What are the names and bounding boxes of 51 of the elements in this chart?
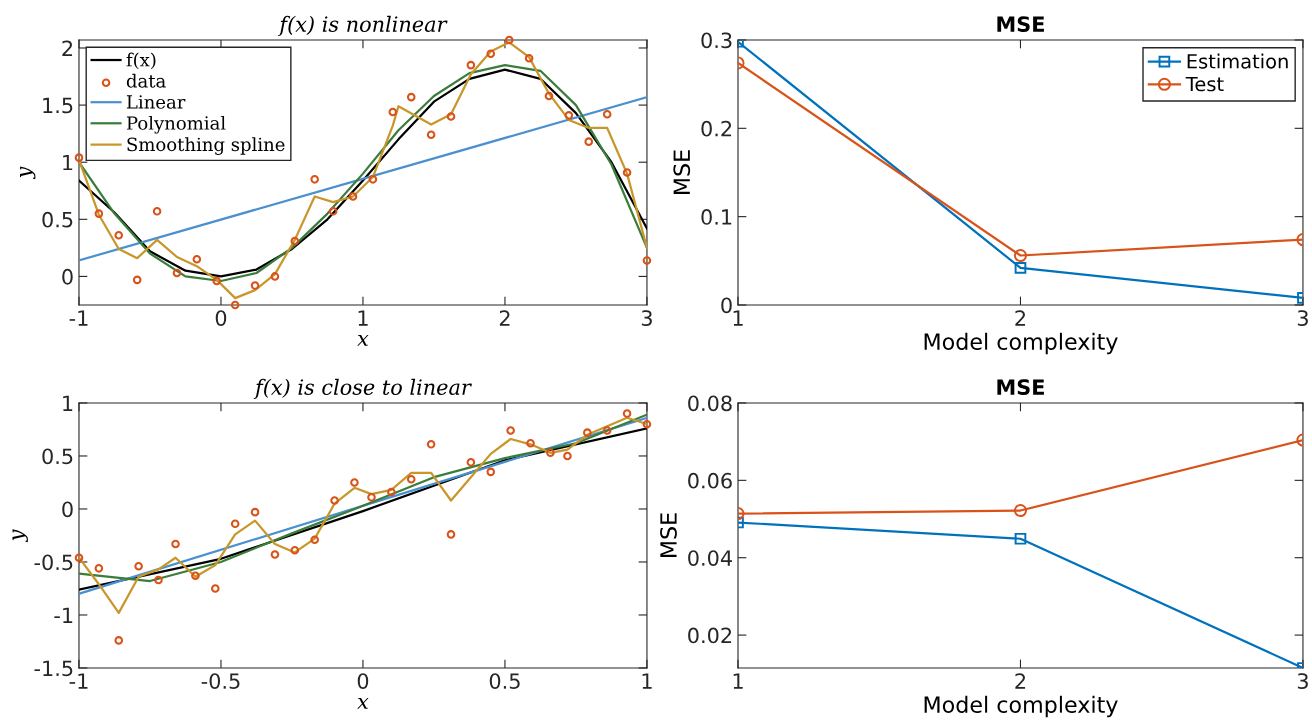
y-tick-label: 0.5 <box>42 211 73 228</box>
x-tick-label: 2 <box>1015 673 1026 689</box>
x-axis-title: x <box>357 698 369 709</box>
y-tick-label: 0.2 <box>701 120 732 137</box>
legend-label: f(x) <box>126 52 156 70</box>
y-tick-label: 0 <box>62 268 73 285</box>
x-tick-label: 1 <box>358 310 368 326</box>
y-tick-label: 1.5 <box>43 97 73 114</box>
y-tick-label: 1 <box>63 154 73 171</box>
chart-title: f(x) is nonlinear <box>278 15 448 36</box>
y-tick-label: 1 <box>63 395 73 411</box>
x-axis-title: x <box>357 335 369 346</box>
x-tick-label: 0 <box>357 673 369 689</box>
y-tick-label: 0.1 <box>701 209 732 225</box>
y-tick-label: 0.06 <box>688 472 732 489</box>
x-tick-label: 0 <box>215 310 227 326</box>
x-tick-label: 3 <box>1297 673 1308 689</box>
chart-title: f(x) is close to linear <box>253 378 472 399</box>
x-tick-label: 2 <box>1015 310 1026 326</box>
x-tick-label: 0.5 <box>489 673 520 689</box>
y-axis-title: MSE <box>660 513 677 557</box>
x-axis-title: Model complexity <box>924 332 1118 355</box>
y-tick-label: 0 <box>721 297 732 314</box>
legend-label: Estimation <box>1187 53 1288 69</box>
y-tick-label: 0.3 <box>701 32 732 49</box>
y-tick-label: 0.08 <box>688 395 732 412</box>
x-tick-label: 3 <box>641 310 652 326</box>
y-tick-label: -1 <box>54 607 73 623</box>
x-tick-label: 3 <box>1297 310 1308 326</box>
legend-label: Test <box>1185 76 1224 92</box>
legend-label: data <box>126 73 166 88</box>
x-tick-label: 1 <box>733 310 743 326</box>
legend-label: Smoothing spline <box>127 137 285 155</box>
x-tick-label: 1 <box>642 673 652 689</box>
y-tick-label: -0.5 <box>34 554 73 571</box>
chart-title: MSE <box>997 379 1044 395</box>
x-tick-label: 1 <box>733 673 743 689</box>
x-tick-label: 2 <box>499 310 510 326</box>
legend-label: Polynomial <box>126 115 226 134</box>
x-tick-label: -0.5 <box>201 673 240 689</box>
legend-label: Linear <box>126 95 186 109</box>
y-axis-title: y <box>12 529 28 543</box>
y-tick-label: 0.04 <box>688 550 732 566</box>
y-axis-title: MSE <box>673 150 691 194</box>
x-axis-title: Model complexity <box>924 695 1118 718</box>
y-tick-label: 0 <box>62 501 73 518</box>
chart-title: MSE <box>997 16 1044 32</box>
y-tick-label: 0.02 <box>688 627 732 644</box>
y-tick-label: 0.5 <box>42 448 73 465</box>
y-tick-label: 2 <box>62 40 73 56</box>
y-axis-title: y <box>19 166 36 180</box>
